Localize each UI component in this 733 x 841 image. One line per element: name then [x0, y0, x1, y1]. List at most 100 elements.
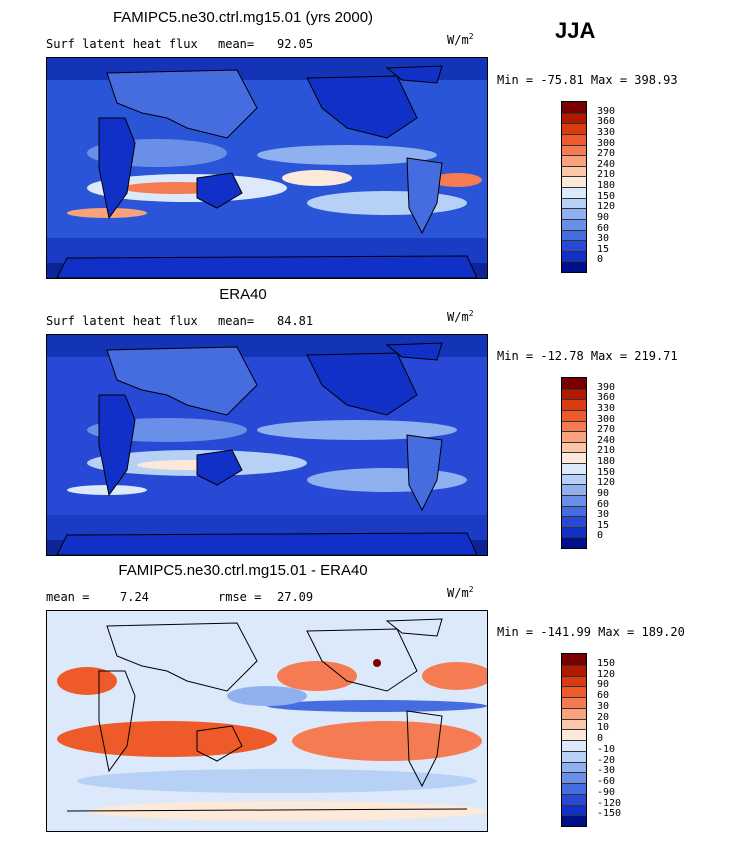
colorbar-segment [562, 155, 586, 166]
colorbar-tick-label: 360 [597, 392, 616, 404]
panel-1-colorbar [561, 101, 587, 273]
panel-1-unit: W/m2 [447, 32, 474, 47]
colorbar-segment [562, 378, 586, 389]
panel-2-variable-label: Surf latent heat flux [46, 314, 198, 328]
colorbar-segment [562, 815, 586, 826]
colorbar-segment [562, 505, 586, 517]
panel-3-map-svg [47, 611, 487, 831]
colorbar-tick-label: -90 [597, 786, 616, 798]
colorbar-segment [562, 526, 586, 538]
panel-3-map [46, 610, 488, 832]
colorbar-segment [562, 399, 586, 410]
colorbar-segment [562, 261, 586, 272]
colorbar-tick-label: 10 [597, 722, 610, 734]
colorbar-tick-label: 330 [597, 126, 616, 138]
colorbar-tick-label: 20 [597, 711, 610, 723]
colorbar-segment [562, 197, 586, 209]
colorbar-tick-label: 0 [597, 530, 604, 542]
colorbar-segment [562, 112, 586, 124]
colorbar-tick-label: 360 [597, 116, 616, 128]
colorbar-segment [562, 793, 586, 805]
colorbar-segment [562, 431, 586, 442]
colorbar-tick-label: 150 [597, 190, 616, 202]
colorbar-segment [562, 388, 586, 400]
colorbar-tick-label: 60 [597, 498, 610, 510]
colorbar-segment [562, 218, 586, 230]
colorbar-tick-label: 390 [597, 381, 616, 393]
colorbar-tick-label: 270 [597, 148, 616, 160]
colorbar-segment [562, 686, 586, 697]
colorbar-segment [562, 707, 586, 719]
panel-1-mean-label: mean= [218, 37, 255, 51]
colorbar-segment [562, 484, 586, 495]
colorbar-tick-label: 180 [597, 456, 616, 467]
colorbar-tick-label: 210 [597, 445, 616, 457]
colorbar-tick-label: 390 [597, 105, 616, 117]
colorbar-tick-label: 120 [597, 201, 616, 213]
colorbar-tick-label: 330 [597, 402, 616, 414]
panel-2-mean-value: 84.81 [277, 314, 314, 328]
colorbar-tick-label: 240 [597, 434, 616, 446]
colorbar-tick-label: 90 [597, 487, 610, 499]
colorbar-segment [562, 729, 586, 740]
colorbar-segment [562, 441, 586, 453]
colorbar-tick-label: -10 [597, 743, 616, 755]
colorbar-tick-label: 30 [597, 509, 610, 521]
colorbar-segment [562, 740, 586, 751]
colorbar-tick-label: 270 [597, 424, 616, 436]
colorbar-segment [562, 718, 586, 730]
panel-1-variable-label: Surf latent heat flux [46, 37, 198, 51]
panel-1-mean-value: 92.05 [277, 37, 314, 51]
colorbar-segment [562, 664, 586, 676]
colorbar-segment [562, 750, 586, 762]
panel-2-map-svg [47, 335, 487, 555]
panel-3-rmse-label: rmse = [218, 590, 262, 604]
panel-2-map [46, 334, 488, 556]
colorbar-tick-label: 120 [597, 668, 616, 680]
panel-3-mean-value: 7.24 [120, 590, 149, 604]
colorbar-tick-label: 30 [597, 233, 610, 245]
panel-2-minmax: Min = -12.78 Max = 219.71 [497, 349, 678, 363]
panel-3-colorbar [561, 653, 587, 827]
colorbar-tick-label: -120 [597, 797, 622, 809]
colorbar-segment [562, 654, 586, 665]
colorbar-tick-label: 300 [597, 137, 616, 149]
colorbar-segment [562, 187, 586, 198]
colorbar-tick-label: -30 [597, 765, 616, 777]
panel-3-rmse-value: 27.09 [277, 590, 314, 604]
panel-3-minmax: Min = -141.99 Max = 189.20 [497, 625, 685, 639]
colorbar-segment [562, 229, 586, 241]
colorbar-segment [562, 409, 586, 421]
colorbar-tick-label: -60 [597, 776, 616, 787]
colorbar-segment [562, 144, 586, 156]
colorbar-segment [562, 537, 586, 548]
colorbar-segment [562, 804, 586, 816]
colorbar-segment [562, 452, 586, 463]
colorbar-tick-label: 0 [597, 254, 604, 266]
colorbar-tick-label: 180 [597, 180, 616, 191]
panel-3-unit: W/m2 [447, 585, 474, 600]
panel-2-title: ERA40 [219, 286, 267, 303]
colorbar-tick-label: 0 [597, 733, 604, 744]
colorbar-segment [562, 102, 586, 113]
colorbar-tick-label: 120 [597, 477, 616, 489]
colorbar-segment [562, 697, 586, 708]
colorbar-segment [562, 165, 586, 177]
colorbar-segment [562, 516, 586, 527]
panel-1-map-svg [47, 58, 487, 278]
colorbar-segment [562, 420, 586, 432]
colorbar-tick-label: 15 [597, 519, 610, 531]
colorbar-tick-label: 150 [597, 466, 616, 478]
colorbar-segment [562, 250, 586, 262]
colorbar-segment [562, 133, 586, 145]
panel-1-title: FAMIPC5.ne30.ctrl.mg15.01 (yrs 2000) [112, 9, 374, 26]
colorbar-segment [562, 240, 586, 251]
colorbar-segment [562, 208, 586, 219]
colorbar-tick-label: 210 [597, 169, 616, 181]
colorbar-segment [562, 494, 586, 506]
colorbar-tick-label: 60 [597, 690, 610, 701]
colorbar-segment [562, 783, 586, 794]
colorbar-segment [562, 675, 586, 687]
colorbar-tick-label: 150 [597, 657, 616, 669]
panel-2-unit: W/m2 [447, 309, 474, 324]
